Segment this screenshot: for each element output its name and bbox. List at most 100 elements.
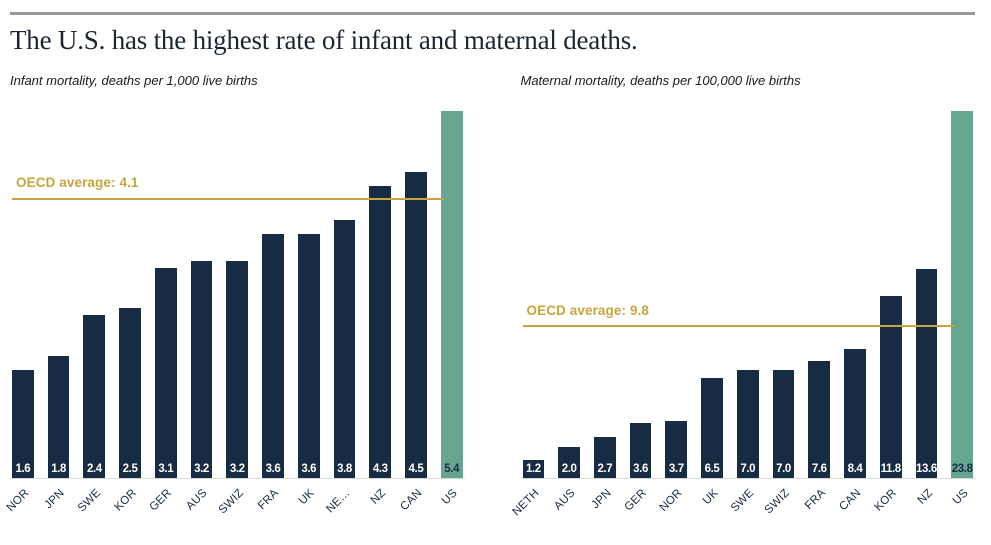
bar-AUS: 2.0: [558, 447, 580, 479]
x-axis-labels: NETH AUS JPN GER NOR UK SWE SWIZ FRA CAN KOR NZ US: [511, 479, 976, 529]
bar-FRA: 3.6: [262, 233, 284, 479]
x-axis-label-cell: SWE: [75, 479, 105, 529]
bar-value-label: 7.6: [811, 462, 827, 475]
x-axis-label-cell: JPN: [43, 479, 70, 529]
bars-container: 1.2 2.0 2.7 3.6 3.7 6.5 7.0 7.0 7.6 8.4 11.8 13.6 23…: [521, 111, 976, 479]
bar-value-label: 1.2: [525, 462, 541, 475]
x-axis-label-cell: CAN: [398, 479, 427, 529]
x-axis-label-cell: NETH: [511, 479, 545, 529]
x-axis-label: FRA: [802, 487, 828, 513]
oecd-average-line: [12, 197, 445, 200]
bar-JPN: 2.7: [593, 436, 616, 479]
oecd-average-label: OECD average: 9.8: [526, 302, 650, 318]
bar-AUS: 3.2: [190, 260, 213, 479]
bar-SWIZ: 7.0: [772, 370, 795, 479]
x-axis-label-cell: AUS: [184, 479, 213, 529]
x-axis-labels: NOR JPN SWE KOR GER AUS SWIZ FRA UK NE… NZ CAN US: [4, 479, 465, 529]
x-axis-label: US: [950, 487, 971, 508]
bar-value-label: 3.6: [633, 462, 648, 475]
x-axis-label-cell: NE…: [325, 479, 356, 529]
bar-US: 5.4: [440, 111, 463, 479]
x-axis-label: GER: [147, 487, 175, 514]
x-axis-label-cell: SWE: [729, 479, 759, 529]
bar-value-label: 3.2: [229, 462, 245, 475]
x-axis-label: CAN: [398, 487, 425, 514]
bar-JPN: 1.8: [47, 355, 70, 479]
x-axis-label-cell: US: [951, 479, 973, 529]
bar-value-label: 4.5: [408, 462, 424, 475]
bar-value-label: 6.5: [704, 462, 720, 475]
x-axis-label-cell: GER: [148, 479, 177, 529]
infant-mortality-bar-chart: OECD average: 4.1 1.6 1.8 2.4 2.5 3.1 3.2 3.2 3…: [10, 111, 465, 480]
bar-value-label: 3.6: [301, 462, 317, 475]
maternal-mortality-panel: Maternal mortality, deaths per 100,000 l…: [511, 72, 976, 530]
charts-row: Infant mortality, deaths per 1,000 live …: [4, 72, 976, 530]
bar-value-label: 2.0: [561, 462, 577, 475]
x-axis-label-cell: CAN: [837, 479, 866, 529]
x-axis-label-cell: SWIZ: [763, 479, 795, 529]
bar-FRA: 7.6: [808, 361, 831, 479]
maternal-mortality-bar-chart: OECD average: 9.8 1.2 2.0 2.7 3.6 3.7 6.5 7.0 7…: [520, 111, 976, 480]
bar-SWE: 7.0: [736, 370, 759, 479]
x-axis-label: SWE: [728, 487, 757, 515]
x-axis-label-cell: GER: [623, 479, 652, 529]
x-axis-label: NZ: [369, 487, 389, 507]
bar-GER: 3.1: [154, 267, 177, 479]
bar-value-label: 2.5: [122, 462, 138, 475]
x-axis-label: GER: [622, 487, 650, 514]
bar-value-label: 1.6: [15, 462, 31, 475]
bar-SWIZ: 3.2: [226, 260, 249, 479]
bar-NETH: 1.2: [522, 459, 545, 479]
bar-NOR: 3.7: [665, 421, 688, 479]
x-axis-label-cell: FRA: [256, 479, 284, 529]
x-axis-label-cell: FRA: [803, 479, 830, 529]
x-axis-label: SWE: [75, 487, 103, 515]
bar-value-label: 3.1: [158, 462, 174, 475]
x-axis-label: NE…: [324, 487, 353, 516]
x-axis-label-cell: NZ: [369, 479, 391, 529]
bar-value-label: 1.8: [51, 462, 66, 475]
x-axis-label-cell: US: [440, 479, 463, 529]
x-axis-label-cell: JPN: [589, 479, 616, 529]
bar-value-label: 8.4: [847, 462, 863, 475]
x-axis-label: KOR: [112, 487, 139, 514]
x-axis-label: JPN: [589, 487, 614, 512]
bar-value-label: 5.4: [444, 462, 460, 475]
maternal-chart-subtitle: Maternal mortality, deaths per 100,000 l…: [520, 72, 801, 88]
bars-container: 1.6 1.8 2.4 2.5 3.1 3.2 3.2 3.6 3.6 3.8 4.3 4.5 5.4: [10, 111, 465, 479]
x-axis-label: UK: [700, 487, 721, 508]
x-axis-label-cell: NOR: [658, 479, 687, 529]
bar-KOR: 11.8: [879, 296, 902, 479]
x-axis-label: NOR: [657, 487, 685, 515]
bar-value-label: 3.2: [194, 462, 209, 475]
bar-GER: 3.6: [629, 422, 652, 479]
x-axis-label: AUS: [184, 487, 211, 513]
bar-CAN: 4.5: [405, 172, 427, 479]
bar-UK: 6.5: [701, 378, 723, 479]
x-axis-label: SWIZ: [216, 487, 246, 517]
bar-value-label: 3.6: [265, 462, 281, 475]
bar-value-label: 7.0: [776, 462, 791, 475]
x-axis-label: FRA: [256, 487, 282, 513]
x-axis-label-cell: AUS: [552, 479, 580, 529]
x-axis-label-cell: NOR: [4, 479, 34, 529]
top-rule-divider: [10, 12, 975, 15]
oecd-average-line: [522, 325, 955, 328]
infant-mortality-panel: Infant mortality, deaths per 1,000 live …: [4, 73, 465, 530]
bar-value-label: 13.6: [916, 462, 937, 475]
x-axis-label-cell: UK: [297, 479, 320, 529]
bar-value-label: 4.3: [372, 462, 388, 475]
x-axis-label: NZ: [915, 487, 935, 507]
bar-value-label: 2.7: [597, 462, 613, 475]
x-axis-label: AUS: [551, 487, 578, 513]
bar-value-label: 3.7: [668, 462, 684, 475]
x-axis-label-cell: NZ: [915, 479, 938, 529]
x-axis-label: KOR: [872, 487, 900, 514]
bar-value-label: 7.0: [740, 462, 756, 475]
x-axis-label: NETH: [510, 487, 542, 519]
bar-NE: 3.8: [333, 220, 356, 479]
x-axis-label: JPN: [42, 487, 68, 512]
bar-UK: 3.6: [297, 233, 320, 479]
bar-NZ: 4.3: [369, 186, 392, 479]
page-title: The U.S. has the highest rate of infant …: [10, 25, 638, 55]
